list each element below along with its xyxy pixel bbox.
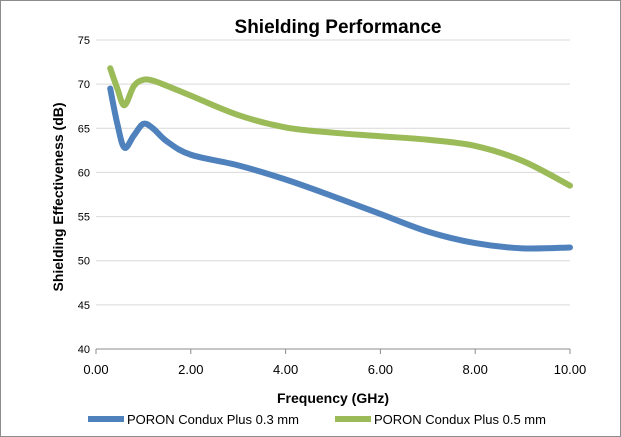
- y-tick-label: 60: [78, 167, 90, 179]
- x-tick-label: 6.00: [368, 362, 393, 377]
- x-tick-label: 8.00: [463, 362, 488, 377]
- y-tick-label: 65: [78, 123, 90, 135]
- y-axis-ticks: 40 45 50 55 60 65 70 75: [78, 35, 90, 356]
- series-line-thin: [107, 85, 573, 252]
- series-line-thick: [107, 65, 573, 189]
- y-axis-title: Shielding Effectiveness (dB): [50, 102, 66, 291]
- y-tick-label: 50: [78, 256, 90, 268]
- y-tick-label: 45: [78, 300, 90, 312]
- y-tick-label: 40: [78, 344, 90, 356]
- x-tick-label: 10.00: [554, 362, 587, 377]
- chart-title: Shielding Performance: [235, 17, 442, 38]
- x-tick-label: 0.00: [83, 362, 108, 377]
- legend-label: PORON Condux Plus 0.3 mm: [127, 412, 299, 427]
- legend: PORON Condux Plus 0.3 mm PORON Condux Plu…: [88, 412, 546, 427]
- x-tick-label: 2.00: [178, 362, 203, 377]
- series-lines: [107, 65, 573, 252]
- x-axis-title: Frequency (GHz): [277, 390, 389, 406]
- gridlines: [96, 39, 570, 350]
- y-tick-label: 75: [78, 35, 90, 47]
- legend-label: PORON Condux Plus 0.5 mm: [374, 412, 546, 427]
- y-tick-label: 70: [78, 79, 90, 91]
- x-tick-label: 4.00: [273, 362, 298, 377]
- y-tick-label: 55: [78, 212, 90, 224]
- x-axis-ticks: 0.00 2.00 4.00 6.00 8.00 10.00: [83, 349, 586, 377]
